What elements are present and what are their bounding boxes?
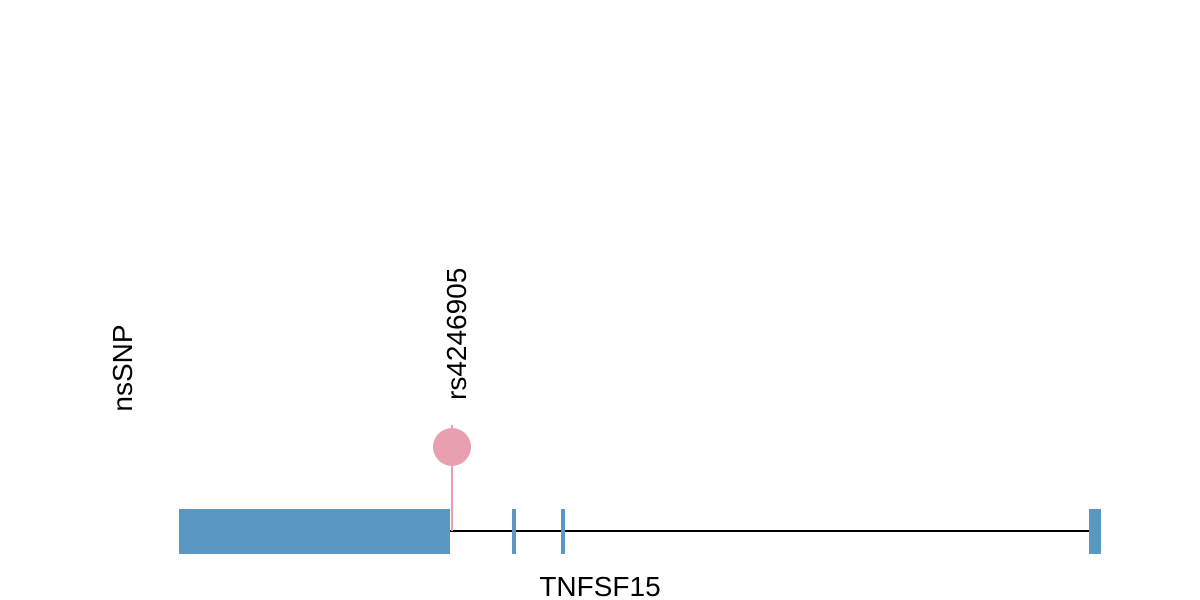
gene-label: TNFSF15 xyxy=(539,571,660,600)
exon xyxy=(179,509,450,554)
track-label: nsSNP xyxy=(107,324,138,411)
exon xyxy=(561,509,565,554)
snp-label: rs4246905 xyxy=(441,268,472,400)
snp-marker xyxy=(433,428,471,466)
exon xyxy=(1089,509,1101,554)
exon xyxy=(512,509,516,554)
